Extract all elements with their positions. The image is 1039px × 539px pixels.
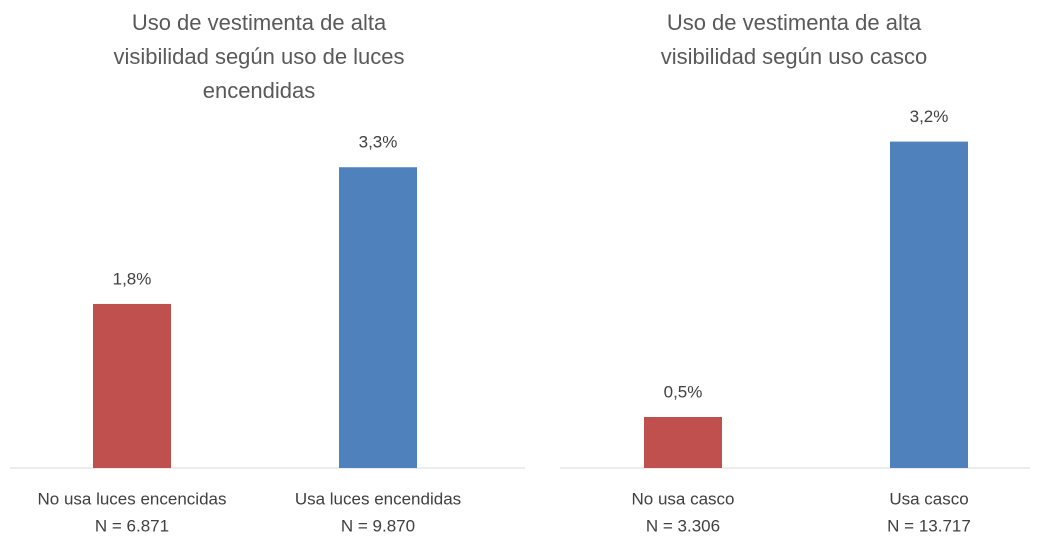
x-tick-label: Usa luces encendidas — [295, 489, 461, 508]
value-label: 0,5% — [664, 382, 703, 401]
bar — [93, 303, 171, 468]
value-label: 3,3% — [359, 133, 398, 152]
bar — [890, 141, 968, 468]
x-tick-label: No usa casco — [632, 489, 735, 508]
x-tick-label: N = 3.306 — [646, 516, 720, 535]
bar — [339, 167, 417, 468]
value-label: 1,8% — [113, 269, 152, 288]
value-label: 3,2% — [910, 107, 949, 126]
x-tick-label: Usa casco — [889, 489, 968, 508]
x-tick-label: No usa luces encencidas — [37, 489, 226, 508]
x-tick-label: N = 9.870 — [341, 516, 415, 535]
chart-title: Uso de vestimenta de alta visibilidad se… — [660, 10, 928, 69]
x-tick-label: N = 6.871 — [95, 516, 169, 535]
chart-title: Uso de vestimenta de alta visibilidad se… — [113, 10, 405, 103]
bar — [644, 417, 722, 468]
x-tick-label: N = 13.717 — [887, 516, 971, 535]
